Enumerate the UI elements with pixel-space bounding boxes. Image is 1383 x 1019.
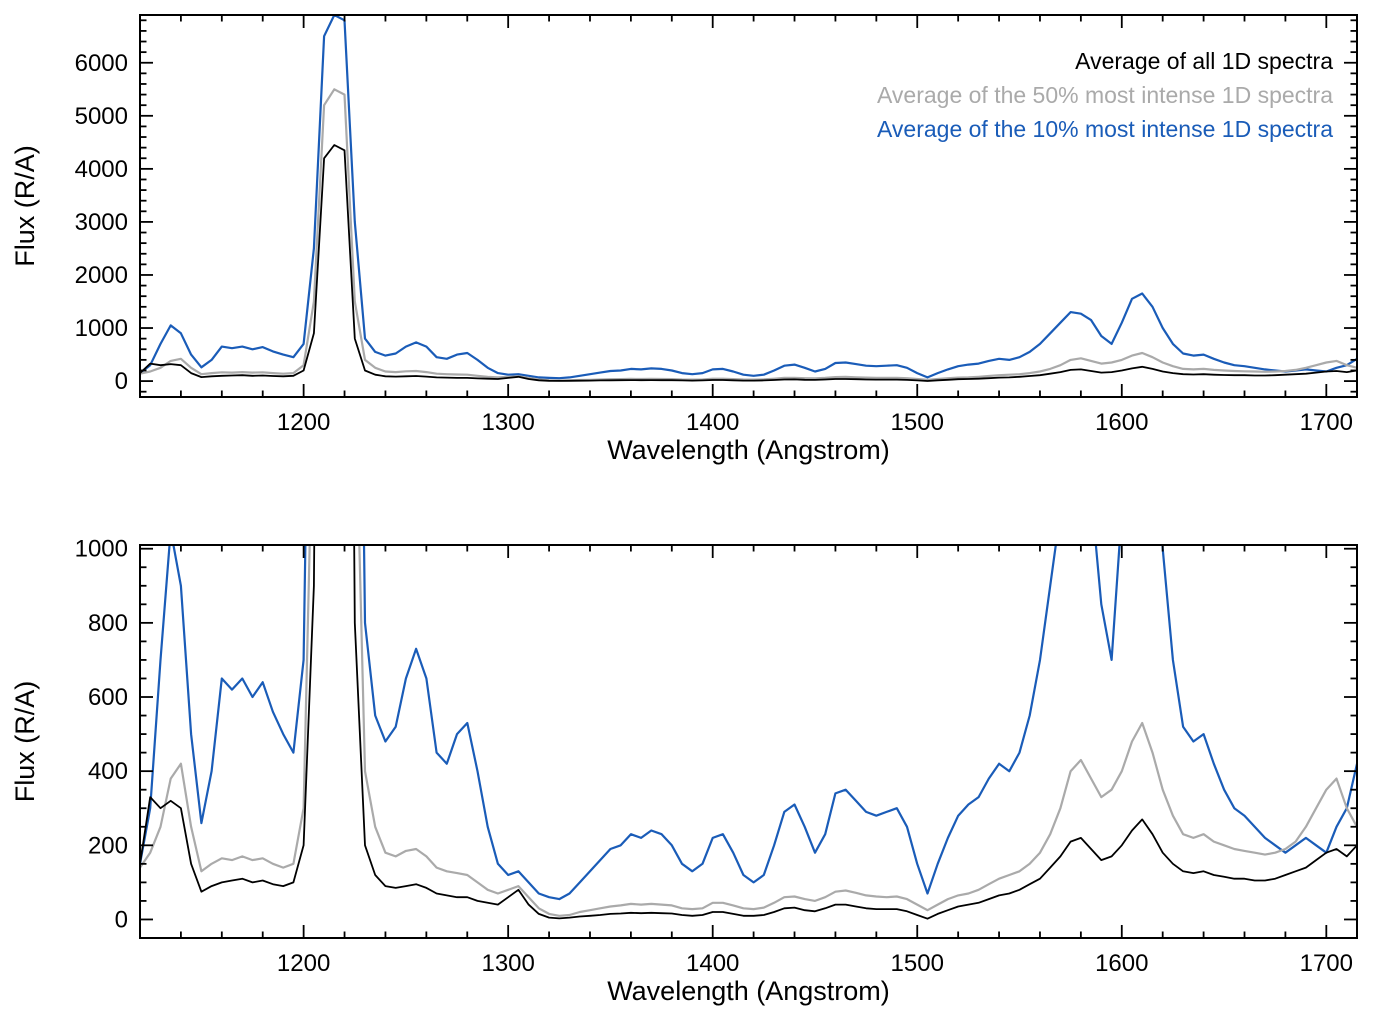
series-line-2 <box>140 545 1357 901</box>
y-tick-label: 0 <box>115 906 128 933</box>
x-tick-label: 1400 <box>686 950 739 977</box>
x-tick-label: 1300 <box>481 409 534 436</box>
bottom-spectrum-chart: 1200 1300 1400 1500 1600 1700 0 200 400 600 800 100… <box>10 536 1358 1006</box>
x-tick-label: 1700 <box>1300 409 1353 436</box>
x-tick-label: 1200 <box>277 950 330 977</box>
x-tick-label: 1200 <box>277 409 330 436</box>
y-tick-label: 200 <box>88 832 128 859</box>
y-tick-label: 2000 <box>75 262 128 289</box>
series-line-2 <box>140 15 1357 380</box>
y-tick-label: 6000 <box>75 50 128 77</box>
series-group <box>140 15 1357 382</box>
series-line-0 <box>140 144 1357 382</box>
legend: Average of all 1D spectra Average of the… <box>877 44 1333 146</box>
series-line-1 <box>140 88 1357 382</box>
series-group <box>140 545 1357 920</box>
y-tick-label: 400 <box>88 758 128 785</box>
x-tick-label: 1500 <box>891 409 944 436</box>
y-tick-label: 600 <box>88 684 128 711</box>
y-tick-label: 1000 <box>75 315 128 342</box>
x-tick-label: 1300 <box>481 950 534 977</box>
series-line-1 <box>140 545 1357 917</box>
y-tick-label: 1000 <box>75 536 128 563</box>
plot-frame <box>139 14 1358 398</box>
x-tick-label: 1600 <box>1095 409 1148 436</box>
axis-ticks <box>139 545 1357 939</box>
y-tick-label: 800 <box>88 610 128 637</box>
series-line-0 <box>140 545 1357 920</box>
x-axis-title: Wavelength (Angstrom) <box>607 435 890 465</box>
y-axis-title: Flux (R/A) <box>10 145 40 267</box>
x-axis-title: Wavelength (Angstrom) <box>607 976 890 1006</box>
y-tick-label: 5000 <box>75 103 128 130</box>
x-tick-label: 1700 <box>1300 950 1353 977</box>
axis-ticks <box>139 15 1357 397</box>
legend-entry-all-spectra: Average of all 1D spectra <box>1075 48 1333 74</box>
x-tick-label: 1400 <box>686 409 739 436</box>
plot-frame <box>139 544 1358 939</box>
top-spectrum-chart: 1200 1300 1400 1500 1600 1700 0 1000 2000 3000 400… <box>10 14 1358 465</box>
y-tick-label: 4000 <box>75 156 128 183</box>
x-tick-label: 1500 <box>891 950 944 977</box>
x-tick-label: 1600 <box>1095 950 1148 977</box>
y-tick-label: 0 <box>115 368 128 395</box>
y-axis-title: Flux (R/A) <box>10 681 40 803</box>
legend-entry-50pct-spectra: Average of the 50% most intense 1D spect… <box>876 82 1333 108</box>
y-tick-label: 3000 <box>75 209 128 236</box>
legend-entry-10pct-spectra: Average of the 10% most intense 1D spect… <box>876 116 1333 142</box>
